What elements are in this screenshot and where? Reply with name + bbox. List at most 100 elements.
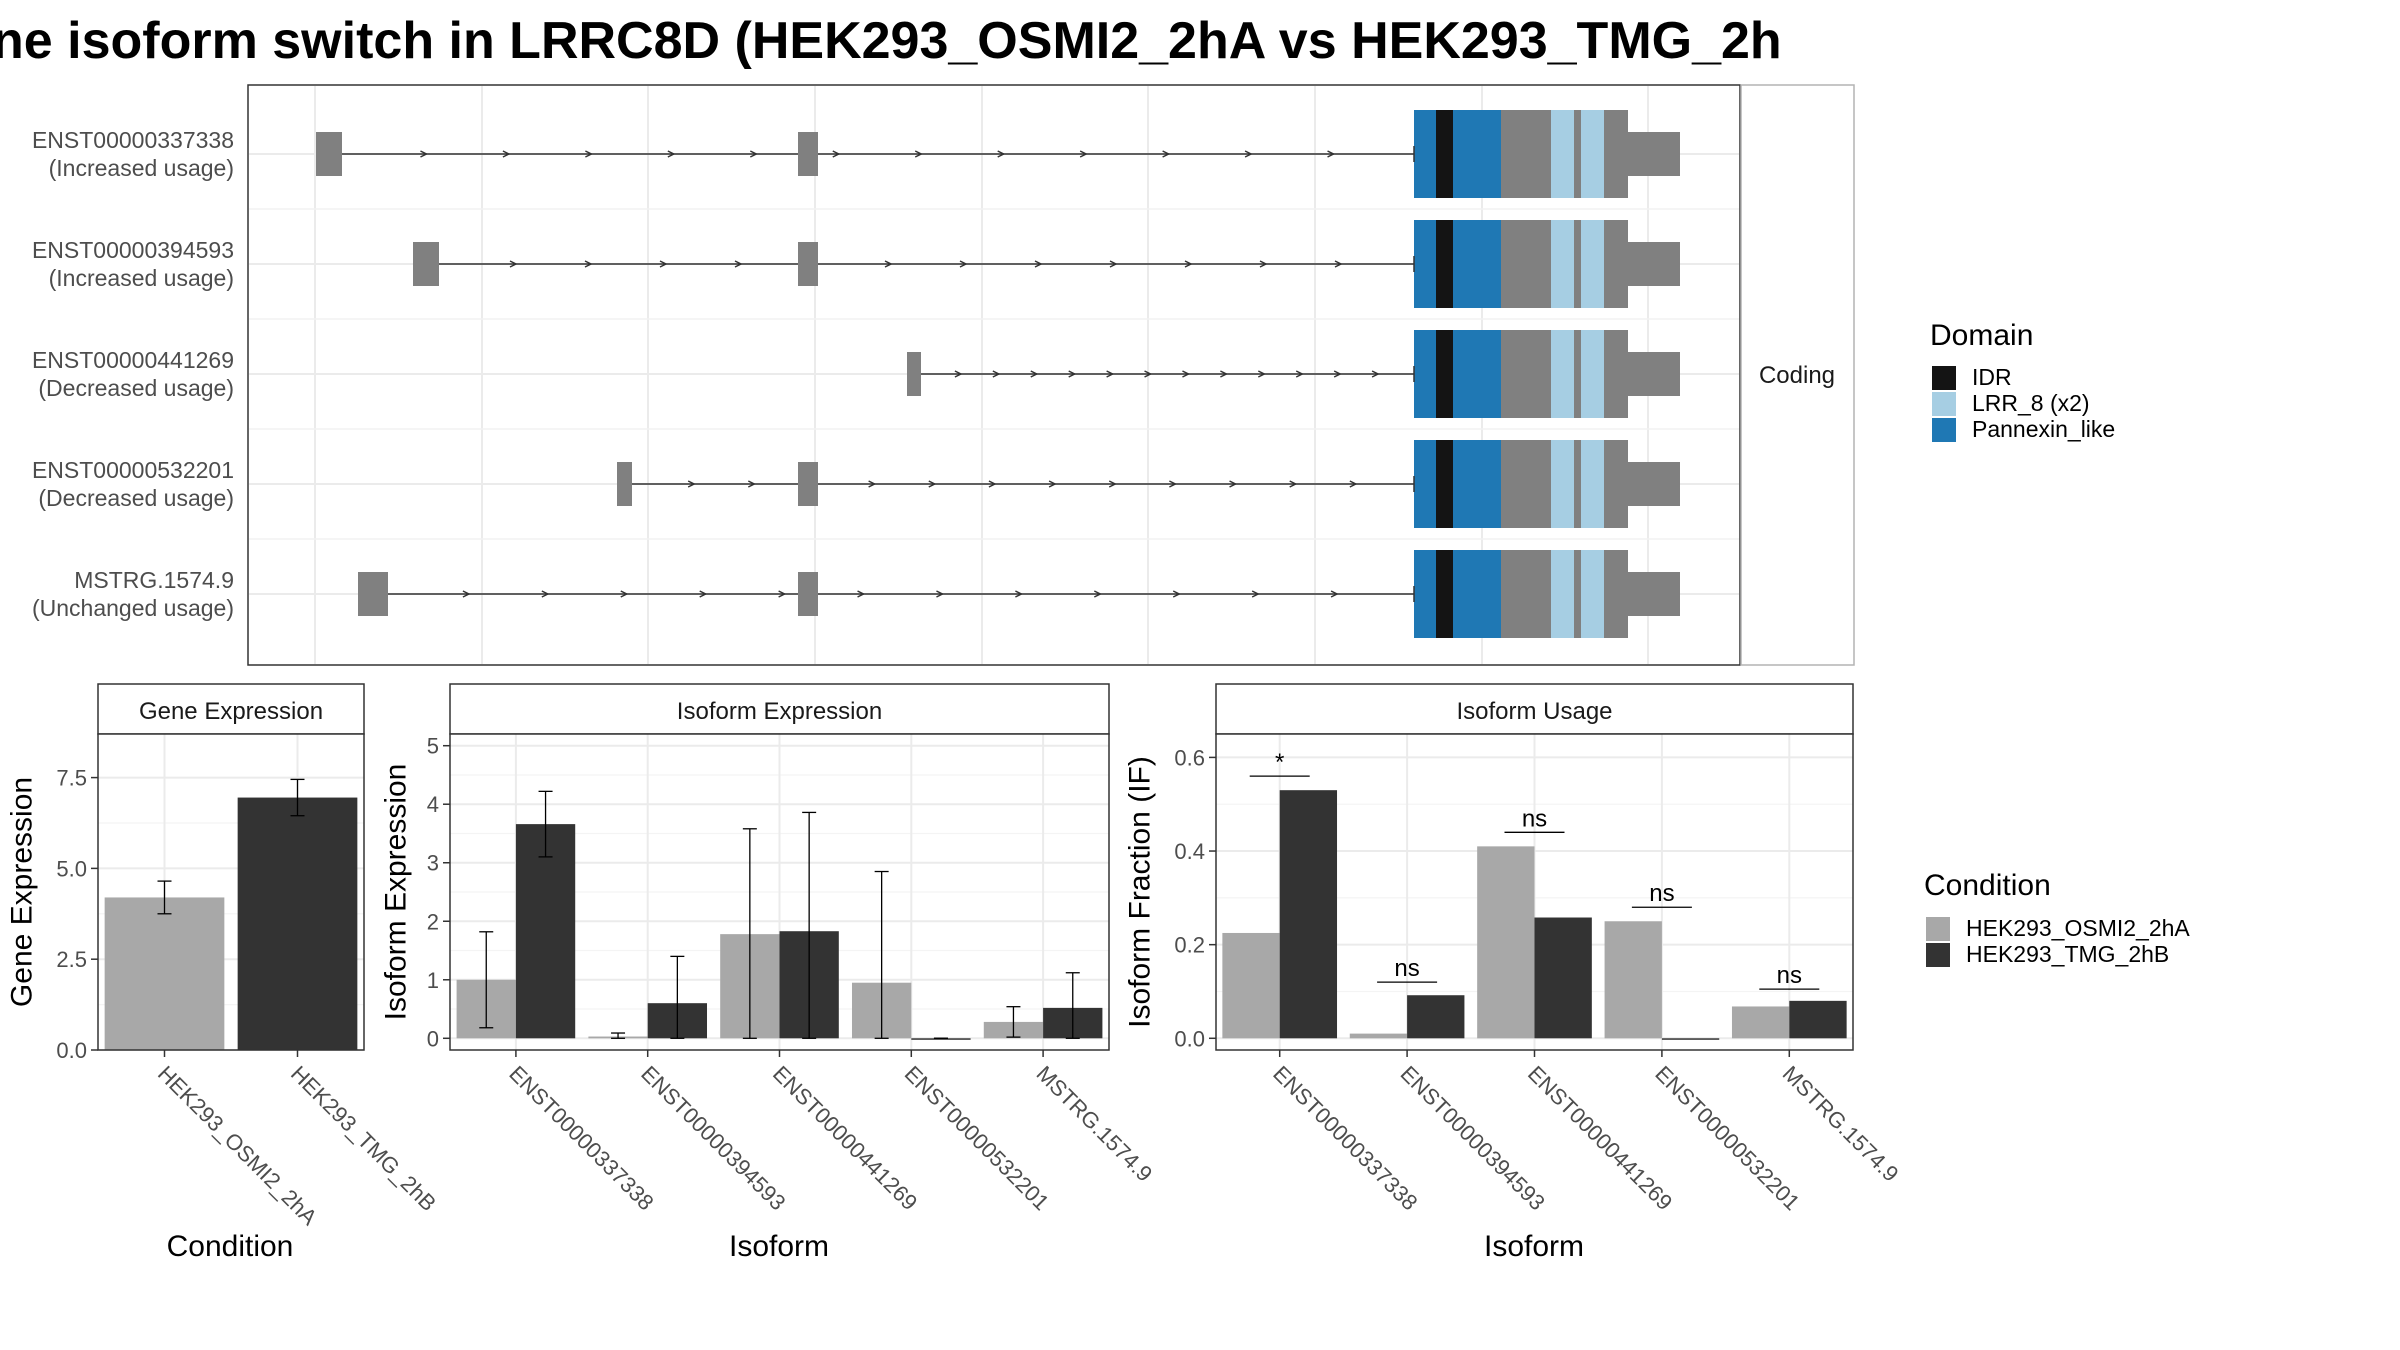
transcript-usage-label: (Decreased usage) <box>38 375 234 401</box>
bar <box>237 797 358 1050</box>
intron-direction-arrow <box>992 370 1001 378</box>
x-tick-label: MSTRG.1574.9 <box>1032 1061 1158 1187</box>
panel-strip <box>449 683 1110 735</box>
intron-direction-arrow <box>699 590 708 598</box>
exon <box>798 242 818 286</box>
x-axis-title: Condition <box>167 1230 294 1263</box>
intron-direction-arrow <box>1251 590 1260 598</box>
transcript-row <box>413 220 1680 308</box>
bar <box>1477 846 1535 1039</box>
intron-direction-arrow <box>1108 480 1117 488</box>
intron-direction-arrow <box>1184 260 1193 268</box>
x-tick-label: ENST00000532201 <box>1650 1061 1804 1215</box>
intron-direction-arrow <box>1079 150 1088 158</box>
intron-direction-arrow <box>1030 370 1039 378</box>
y-axis-title: Isoform Expression <box>380 764 413 1021</box>
intron-direction-arrow <box>1244 150 1253 158</box>
intron-direction-arrow <box>1034 260 1043 268</box>
y-tick-label: 0.6 <box>1174 745 1205 770</box>
y-tick-label: 2.5 <box>56 947 87 972</box>
intron-direction-arrow <box>620 590 629 598</box>
intron-direction-arrow <box>1295 370 1304 378</box>
exon <box>798 572 818 616</box>
bar <box>1661 1038 1720 1040</box>
utr-region <box>1628 132 1680 176</box>
intron-direction-arrow <box>1015 590 1024 598</box>
isoform-expression-chart: Isoform Expression012345ENST00000337338E… <box>380 683 1158 1263</box>
idr-domain <box>1436 550 1453 638</box>
bar <box>1279 790 1338 1039</box>
y-axis-title: Isoform Fraction (IF) <box>1124 756 1157 1028</box>
legend-label: HEK293_TMG_2hB <box>1966 941 2169 967</box>
bar <box>1534 917 1592 1039</box>
intron-direction-arrow <box>749 150 758 158</box>
utr-region <box>1628 352 1680 396</box>
intron-direction-arrow <box>420 150 429 158</box>
lrr8-domain <box>1581 440 1604 528</box>
panel-title: Isoform Usage <box>1456 698 1612 725</box>
transcript-usage-label: (Increased usage) <box>49 265 234 291</box>
pannexin-like-domain <box>1414 330 1436 418</box>
intron-direction-arrow <box>832 150 841 158</box>
pannexin-like-domain <box>1453 330 1501 418</box>
pannexin-like-domain <box>1414 440 1436 528</box>
transcript-id-label: ENST00000337338 <box>32 127 234 153</box>
intron-direction-arrow <box>1334 260 1343 268</box>
intron-direction-arrow <box>1109 260 1118 268</box>
pannexin-like-domain <box>1453 550 1501 638</box>
intron-direction-arrow <box>667 150 676 158</box>
bar <box>1407 995 1465 1039</box>
intron-direction-arrow <box>687 480 696 488</box>
x-tick-label: ENST00000394593 <box>1396 1061 1550 1215</box>
intron-direction-arrow <box>584 260 593 268</box>
intron-direction-arrow <box>1093 590 1102 598</box>
utr-region <box>1628 572 1680 616</box>
panel-strip <box>97 683 365 735</box>
utr-region <box>1628 462 1680 506</box>
intron-direction-arrow <box>1349 480 1358 488</box>
legend-key <box>1932 418 1956 442</box>
intron-direction-arrow <box>1162 150 1171 158</box>
pannexin-like-domain <box>1414 110 1436 198</box>
y-tick-label: 7.5 <box>56 766 87 791</box>
intron-direction-arrow <box>1257 370 1266 378</box>
panel-title: Gene Expression <box>139 698 323 725</box>
y-tick-label: 0.0 <box>56 1038 87 1063</box>
exon <box>413 242 439 286</box>
coding-exon <box>1574 440 1581 528</box>
lrr8-domain <box>1551 440 1574 528</box>
lrr8-domain <box>1551 330 1574 418</box>
intron-direction-arrow <box>936 590 945 598</box>
y-tick-label: 3 <box>427 851 439 876</box>
coding-exon <box>1501 440 1551 528</box>
lrr8-domain <box>1581 330 1604 418</box>
significance-label: * <box>1275 749 1284 776</box>
y-tick-label: 0.4 <box>1174 839 1205 864</box>
exon <box>798 462 818 506</box>
coding-exon <box>1501 550 1551 638</box>
exon <box>316 132 342 176</box>
condition-legend-title: Condition <box>1924 869 2051 902</box>
legend-key <box>1926 917 1950 941</box>
intron-direction-arrow <box>868 480 877 488</box>
intron-direction-arrow <box>502 150 511 158</box>
coding-exon <box>1604 440 1628 528</box>
bar <box>515 824 576 1039</box>
panel-title: Isoform Expression <box>677 698 882 725</box>
x-tick-label: ENST00000337338 <box>1268 1061 1422 1215</box>
transcript-usage-label: (Unchanged usage) <box>32 595 234 621</box>
utr-region <box>1628 242 1680 286</box>
transcript-usage-label: (Decreased usage) <box>38 485 234 511</box>
lrr8-domain <box>1581 550 1604 638</box>
exon <box>358 572 388 616</box>
legend-key <box>1926 943 1950 967</box>
y-tick-label: 0.0 <box>1174 1026 1205 1051</box>
intron-direction-arrow <box>1068 370 1077 378</box>
transcript-row <box>358 550 1680 638</box>
legend-key <box>1932 392 1956 416</box>
pannexin-like-domain <box>1414 550 1436 638</box>
idr-domain <box>1436 110 1453 198</box>
y-tick-label: 2 <box>427 909 439 934</box>
lrr8-domain <box>1581 110 1604 198</box>
